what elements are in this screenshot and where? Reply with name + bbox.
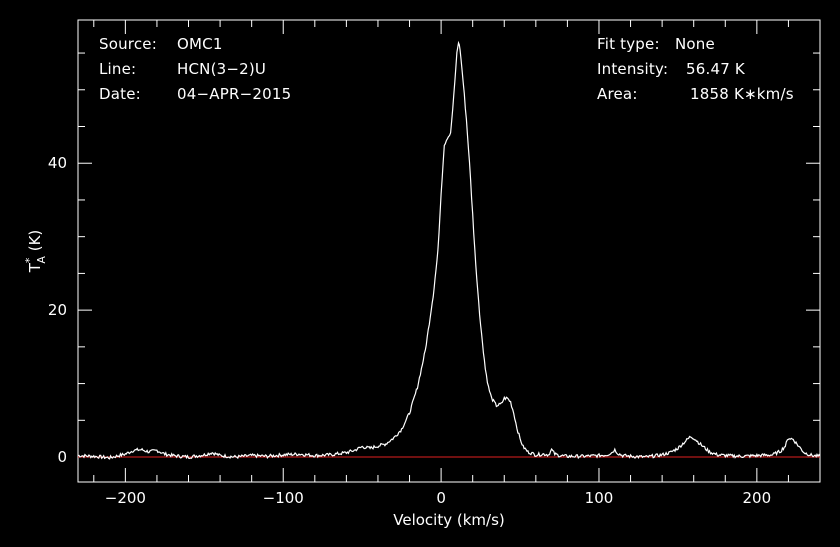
x-tick-label: 200 — [743, 489, 772, 507]
x-tick-label: −200 — [105, 489, 146, 507]
area-label: Area: — [597, 85, 638, 103]
y-axis-label: T*A (K) — [23, 230, 48, 274]
plot-frame — [77, 19, 821, 483]
spectrum-series-line — [77, 40, 821, 460]
y-tick-label: 20 — [48, 301, 67, 319]
source-label: Source: — [99, 35, 157, 53]
x-tick-label: 100 — [585, 489, 614, 507]
line-value: HCN(3−2)U — [177, 60, 267, 78]
area-value: 1858 K∗km/s — [690, 85, 794, 103]
intensity-label: Intensity: — [597, 60, 669, 78]
intensity-value: 56.47 K — [686, 60, 745, 78]
y-tick-label: 0 — [57, 448, 67, 466]
axis-tick-labels: −200 −100 0 100 200 0 20 40 — [48, 154, 771, 507]
fit-type-value: None — [675, 35, 715, 53]
date-value: 04−APR−2015 — [177, 85, 292, 103]
axis-ticks — [78, 20, 821, 482]
date-label: Date: — [99, 85, 141, 103]
x-axis-label: Velocity (km/s) — [393, 511, 504, 529]
x-tick-label: −100 — [263, 489, 304, 507]
line-label: Line: — [99, 60, 137, 78]
source-value: OMC1 — [177, 35, 223, 53]
y-tick-label: 40 — [48, 154, 67, 172]
x-tick-label: 0 — [436, 489, 446, 507]
fit-type-label: Fit type: — [597, 35, 660, 53]
